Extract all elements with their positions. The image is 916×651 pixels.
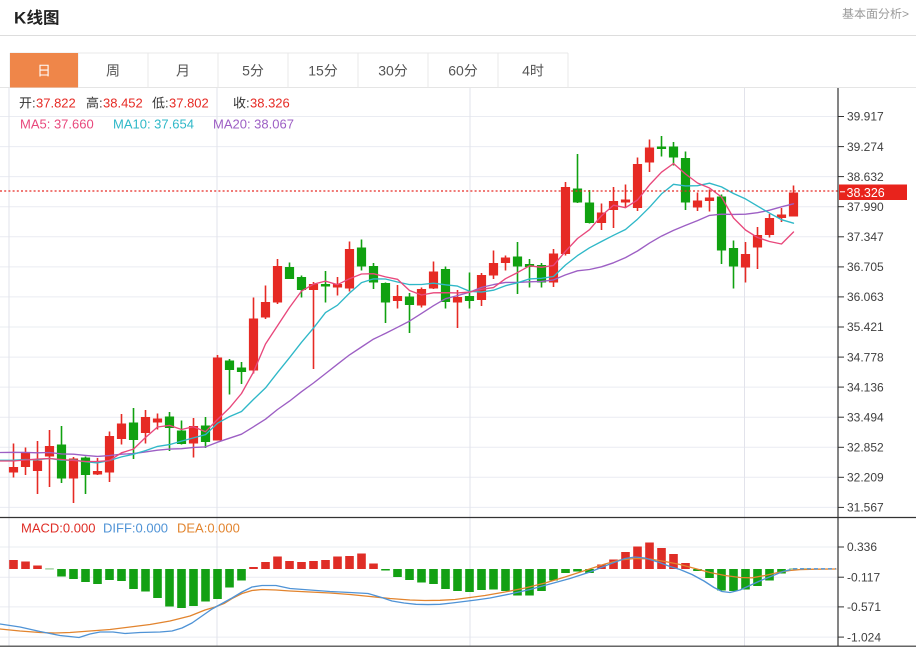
svg-text:38.452: 38.452 <box>103 96 143 111</box>
svg-text:36.705: 36.705 <box>847 260 884 274</box>
svg-text::: : <box>32 96 36 111</box>
svg-text:31.567: 31.567 <box>847 501 884 515</box>
svg-text:39.917: 39.917 <box>847 110 884 124</box>
svg-text:MA5: 37.660: MA5: 37.660 <box>20 117 94 132</box>
svg-text:15: 15 <box>308 63 324 79</box>
svg-text:>: > <box>902 7 909 21</box>
svg-text:4: 4 <box>522 63 530 79</box>
svg-text:37.802: 37.802 <box>169 96 209 111</box>
svg-text:38.632: 38.632 <box>847 170 884 184</box>
svg-text:35.421: 35.421 <box>847 320 884 334</box>
svg-text:32.852: 32.852 <box>847 441 884 455</box>
svg-text:MA20: 38.067: MA20: 38.067 <box>213 117 294 132</box>
svg-text:32.209: 32.209 <box>847 471 884 485</box>
svg-text:34.136: 34.136 <box>847 380 884 394</box>
svg-text:MA10: 37.654: MA10: 37.654 <box>113 117 194 132</box>
svg-text:DEA:0.000: DEA:0.000 <box>177 521 240 536</box>
svg-text:-0.571: -0.571 <box>847 600 881 614</box>
svg-text:5: 5 <box>242 63 250 79</box>
svg-text:K: K <box>14 9 27 28</box>
svg-text:38.326: 38.326 <box>847 186 885 200</box>
svg-text:36.063: 36.063 <box>847 290 884 304</box>
svg-text:38.326: 38.326 <box>250 96 290 111</box>
svg-text:37.347: 37.347 <box>847 230 884 244</box>
svg-text:33.494: 33.494 <box>847 410 884 424</box>
svg-text:30: 30 <box>378 63 394 79</box>
svg-text:MACD:0.000: MACD:0.000 <box>21 521 95 536</box>
svg-text:DIFF:0.000: DIFF:0.000 <box>103 521 168 536</box>
svg-text:-1.024: -1.024 <box>847 630 881 644</box>
svg-text:60: 60 <box>448 63 464 79</box>
svg-text::: : <box>99 96 103 111</box>
svg-text:0.336: 0.336 <box>847 540 877 554</box>
svg-text:39.274: 39.274 <box>847 140 884 154</box>
svg-text:37.990: 37.990 <box>847 200 884 214</box>
svg-text:34.778: 34.778 <box>847 350 884 364</box>
svg-text::: : <box>246 96 250 111</box>
svg-text:37.822: 37.822 <box>36 96 76 111</box>
svg-text:-0.117: -0.117 <box>847 570 880 584</box>
svg-text::: : <box>165 96 169 111</box>
